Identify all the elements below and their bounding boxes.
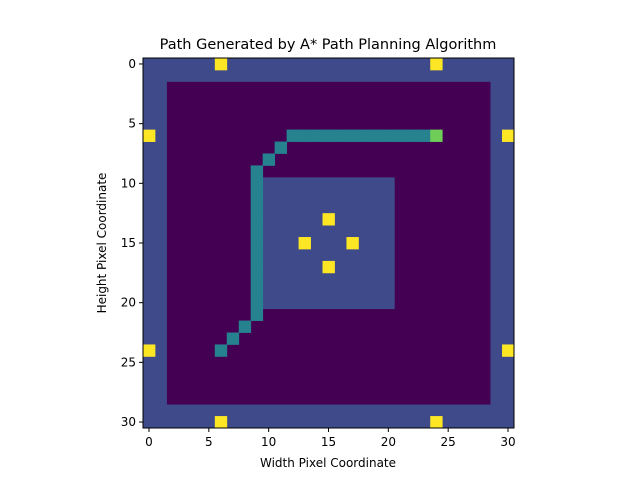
path-cell (250, 260, 264, 274)
path-cell (346, 129, 359, 142)
marker-cell (502, 129, 515, 142)
path-cell (250, 165, 264, 178)
path-cell (250, 237, 264, 250)
marker-cell (143, 344, 156, 357)
path-cell (358, 129, 371, 142)
path-cell (250, 248, 264, 262)
marker-cell (214, 58, 228, 71)
marker-cell (298, 237, 311, 250)
path-cell (250, 308, 264, 321)
path-cell (226, 332, 240, 345)
path-cell (250, 213, 264, 226)
marker-cell (214, 416, 228, 429)
y-axis-label: Height Pixel Coordinate (95, 173, 109, 314)
y-tick-label: 15 (121, 236, 136, 250)
y-tick-label: 20 (121, 296, 136, 310)
x-axis: 0 5 10 15 20 25 30 (145, 428, 516, 449)
y-tick-label: 25 (121, 355, 136, 369)
marker-cell (322, 260, 335, 274)
x-tick-label: 15 (321, 435, 336, 449)
path-cell (370, 129, 383, 142)
path-cell (286, 129, 299, 142)
x-tick-label: 0 (145, 435, 153, 449)
path-cell (250, 296, 264, 310)
path-cell (382, 129, 395, 142)
path-cell (394, 129, 407, 142)
y-tick-label: 30 (121, 415, 136, 429)
path-cell (238, 320, 252, 333)
path-cell (250, 272, 264, 286)
plot-area (143, 58, 515, 429)
marker-cell (143, 129, 156, 142)
path-cell (322, 129, 335, 142)
x-tick-label: 10 (261, 435, 276, 449)
path-cell (250, 284, 264, 298)
path-cell (298, 129, 311, 142)
marker-cell (502, 344, 515, 357)
y-tick-label: 10 (121, 176, 136, 190)
marker-cell (430, 416, 443, 429)
inner-obstacle-block (262, 177, 395, 310)
path-cell (274, 141, 288, 154)
y-axis: 0 5 10 15 20 25 30 (121, 57, 143, 429)
path-cell (418, 129, 431, 142)
x-tick-label: 5 (205, 435, 213, 449)
path-cell (406, 129, 419, 142)
chart-title: Path Generated by A* Path Planning Algor… (160, 37, 497, 53)
marker-cell (322, 213, 335, 226)
path-cell (334, 129, 347, 142)
path-cell (250, 201, 264, 214)
path-cell (262, 153, 276, 166)
path-cell (250, 177, 264, 190)
x-tick-label: 20 (381, 435, 396, 449)
x-axis-label: Width Pixel Coordinate (260, 456, 396, 470)
path-cell (250, 189, 264, 202)
goal-cell (430, 129, 443, 142)
x-tick-label: 25 (441, 435, 456, 449)
path-cell (214, 344, 228, 357)
marker-cell (346, 237, 359, 250)
path-cell (310, 129, 323, 142)
y-tick-label: 5 (128, 117, 136, 131)
path-cell (250, 225, 264, 238)
marker-cell (430, 58, 443, 71)
y-tick-label: 0 (128, 57, 136, 71)
x-tick-label: 30 (500, 435, 515, 449)
